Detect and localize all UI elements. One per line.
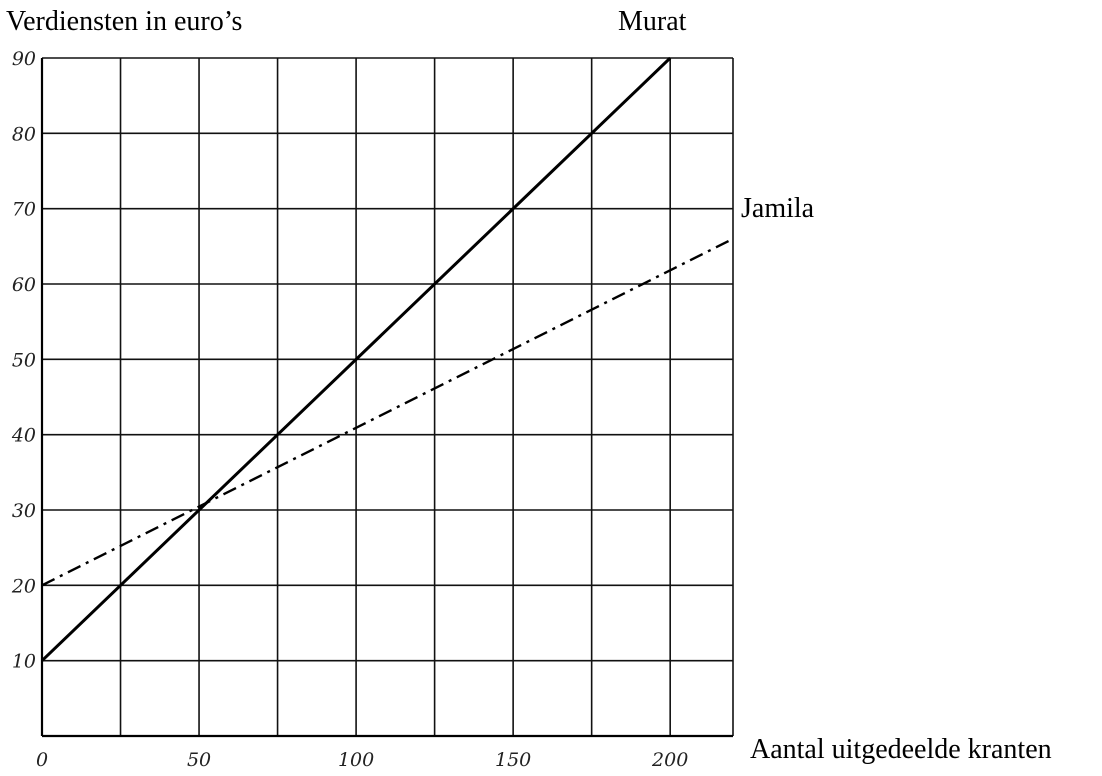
x-tick-label: 0 [36,749,48,771]
chart-tick-labels: 10 20 30 40 50 60 70 80 90 0 50 100 150 200 [11,48,689,771]
y-tick-label: 80 [12,123,36,145]
series-label-murat: Murat [618,6,687,37]
y-tick-label: 60 [12,274,36,296]
y-tick-label: 30 [12,500,36,522]
y-tick-label: 70 [12,199,36,221]
y-tick-label: 90 [12,48,36,70]
chart-axes [40,58,733,738]
y-tick-label: 40 [11,425,36,447]
x-tick-label: 100 [338,749,374,771]
series-line-jamila [41,237,734,587]
chart-series [40,56,734,662]
y-axis-label: Verdiensten in euro’s [6,6,243,37]
series-label-jamila: Jamila [741,193,815,224]
y-tick-label: 50 [12,349,36,371]
y-tick-label: 10 [12,651,36,673]
y-tick-label: 20 [11,575,36,597]
chart-grid [42,57,734,736]
x-tick-label: 200 [651,749,688,771]
x-tick-label: 150 [495,749,531,771]
x-tick-label: 50 [187,749,211,771]
series-line-murat [40,56,672,662]
x-axis-label: Aantal uitgedeelde kranten [750,734,1052,765]
